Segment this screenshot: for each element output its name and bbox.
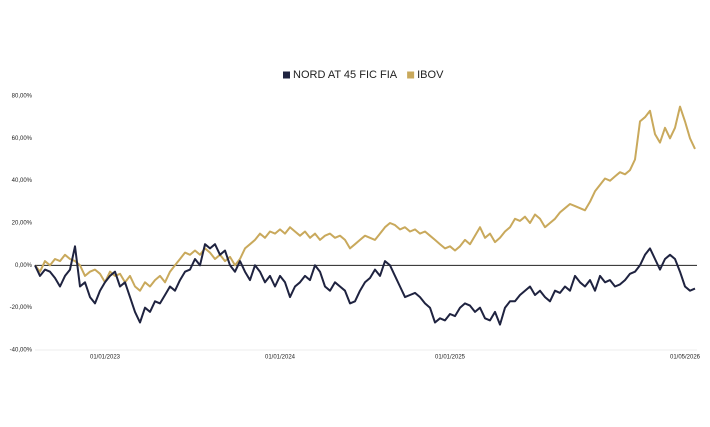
y-tick-label: -20,00% <box>10 305 33 311</box>
legend-swatch <box>283 71 290 79</box>
x-tick-label: 01/05/2026 <box>670 355 701 361</box>
x-tick-label: 01/01/2025 <box>435 355 466 361</box>
y-tick-label: 40,00% <box>12 178 33 184</box>
y-tick-label: 60,00% <box>12 136 33 142</box>
y-tick-label: 20,00% <box>12 221 33 227</box>
legend-label: NORD AT 45 FIC FIA <box>293 69 398 81</box>
y-tick-label: 0,00% <box>15 263 33 269</box>
x-tick-label: 01/01/2024 <box>265 355 296 361</box>
y-tick-label: -40,00% <box>10 348 33 354</box>
legend-label: IBOV <box>417 69 444 81</box>
series-line <box>34 105 696 292</box>
y-tick-label: 80,00% <box>12 94 33 100</box>
legend-swatch <box>407 71 415 79</box>
x-tick-label: 01/01/2023 <box>90 355 121 361</box>
series-line <box>34 243 696 326</box>
